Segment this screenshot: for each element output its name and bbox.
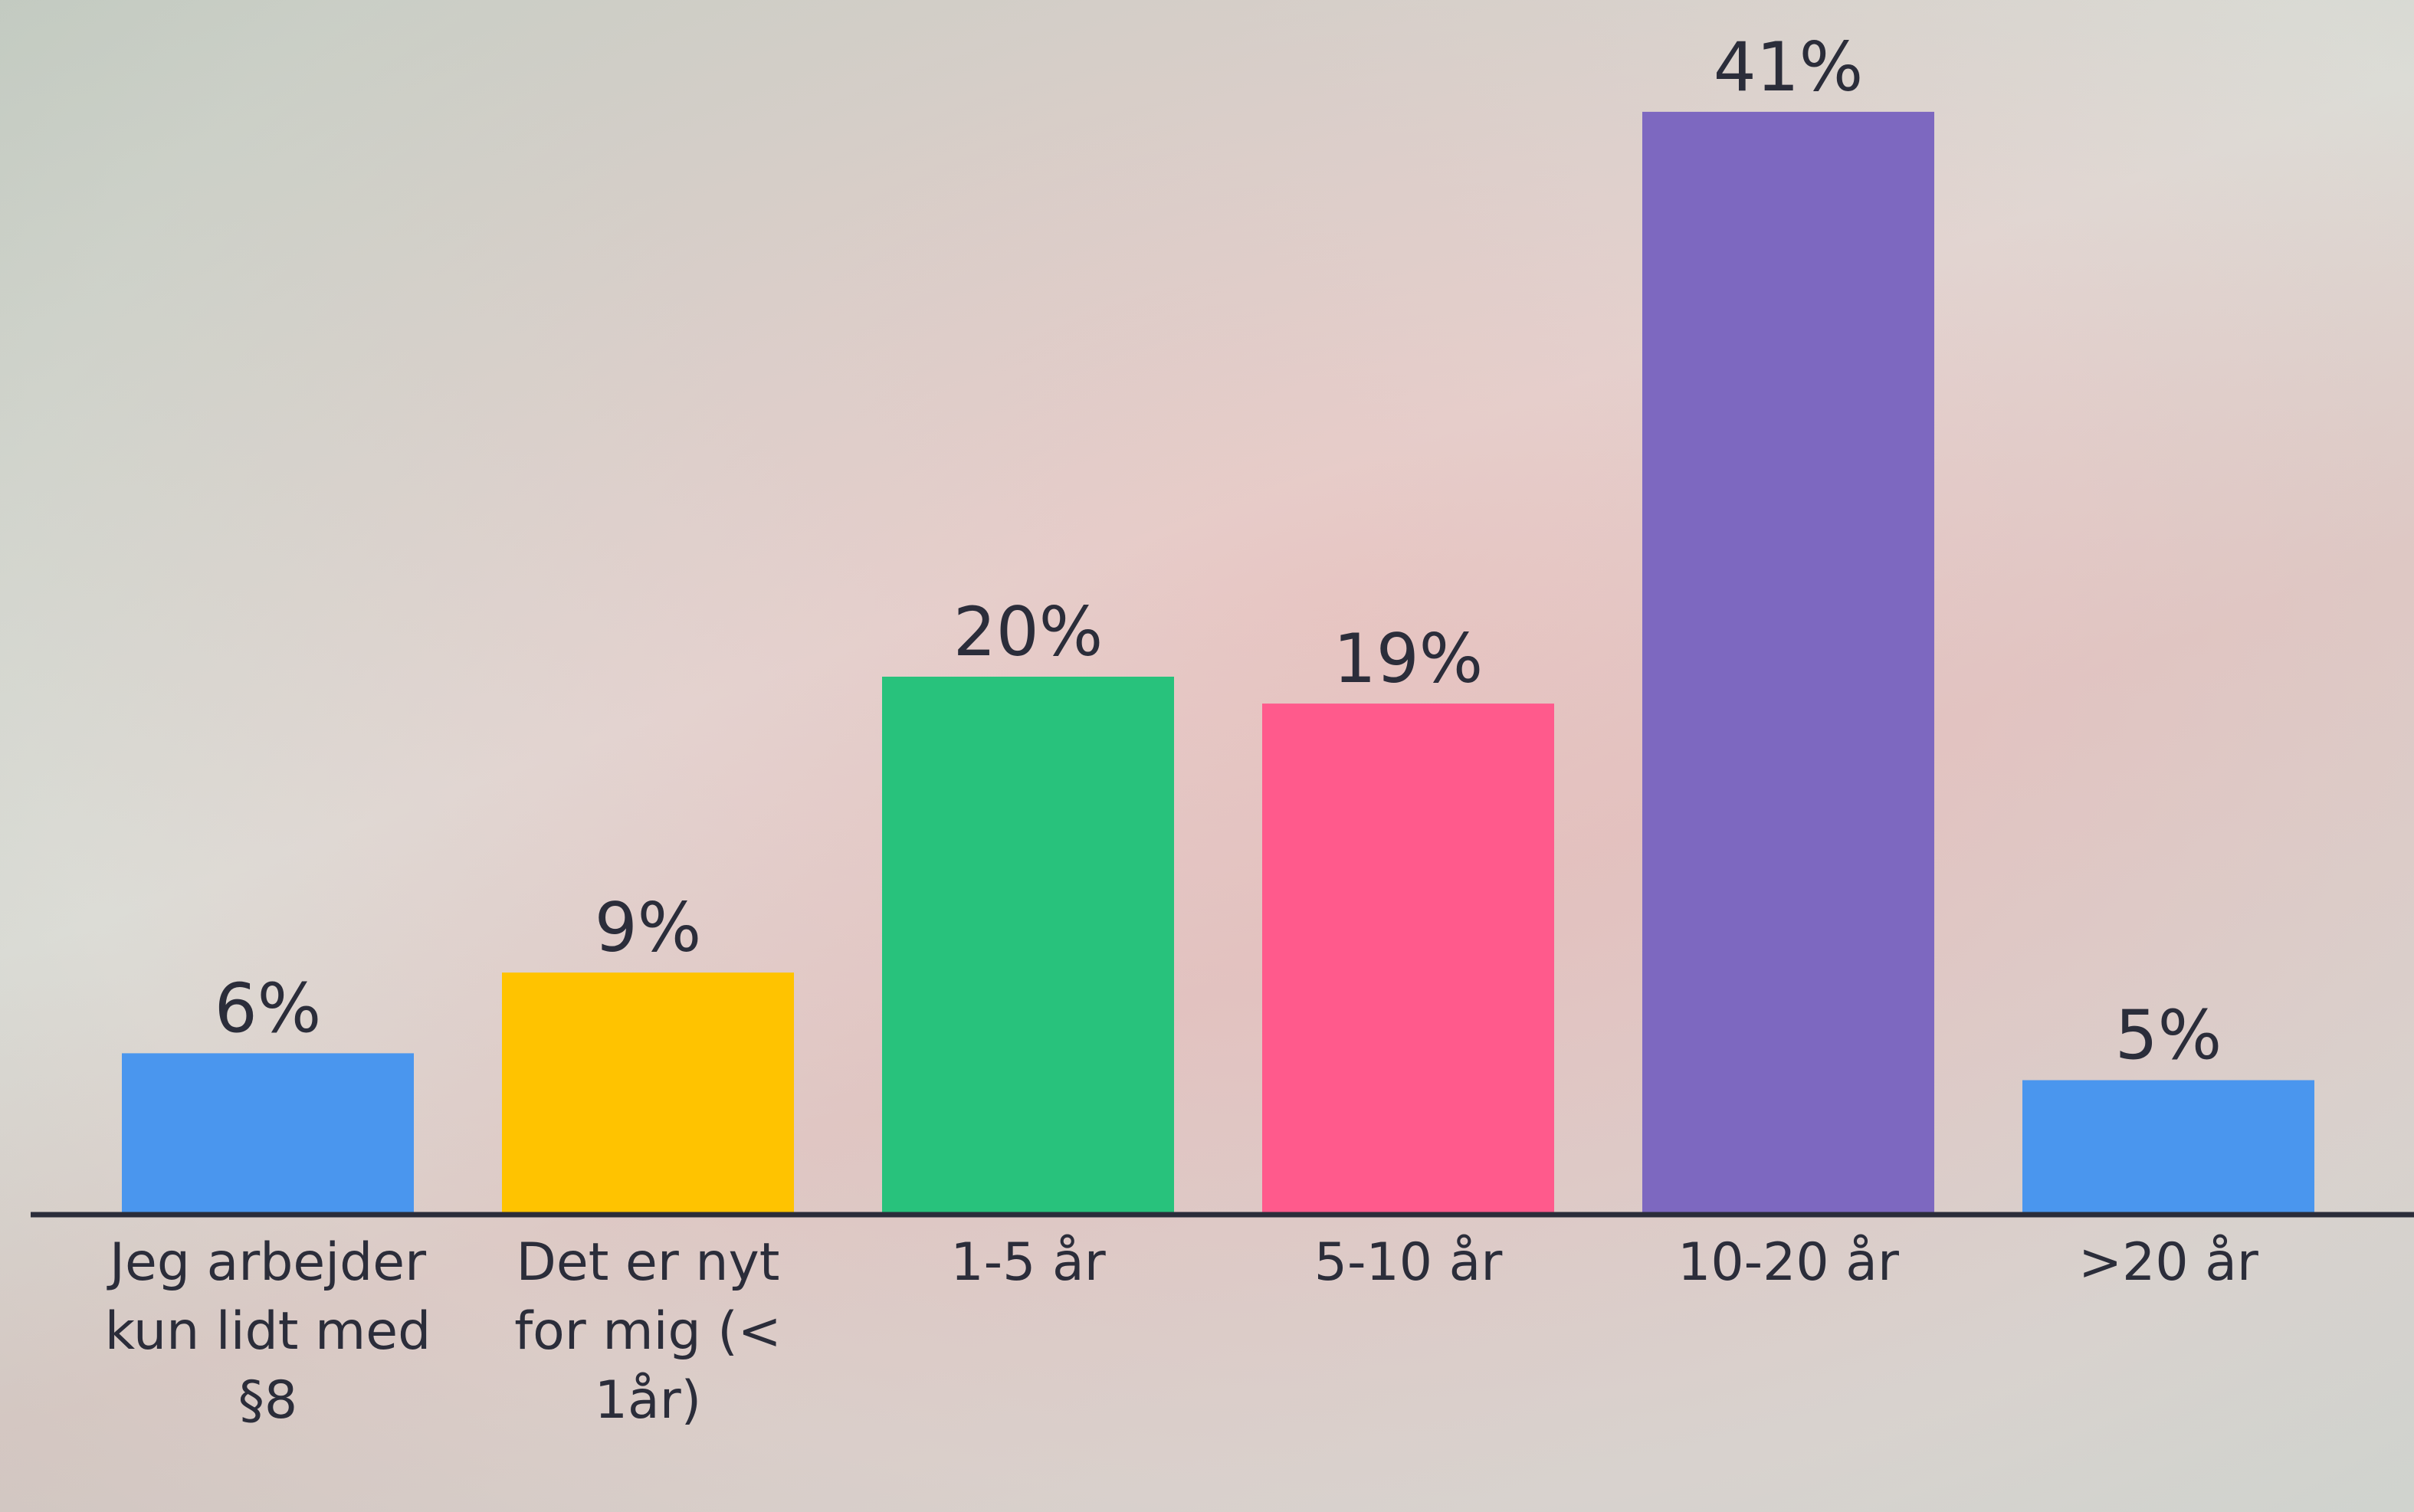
x-tick-label: Det er nyt for mig (< 1år): [514, 1232, 782, 1431]
x-tick-label: 5-10 år: [1314, 1232, 1503, 1293]
x-tick-label: >20 år: [2078, 1232, 2258, 1293]
bar: [882, 677, 1174, 1215]
value-label: 19%: [1333, 619, 1484, 698]
x-tick-label: 10-20 år: [1678, 1232, 1899, 1293]
value-label: 41%: [1714, 28, 1864, 107]
bar: [1262, 704, 1554, 1215]
bar: [2022, 1080, 2314, 1215]
bar: [1642, 111, 1934, 1215]
value-label: 20%: [953, 592, 1104, 671]
value-label: 5%: [2115, 996, 2222, 1075]
value-label: 9%: [595, 888, 702, 967]
value-label: 6%: [215, 969, 322, 1048]
x-tick-label: Jeg arbejder kun lidt med §8: [104, 1232, 431, 1431]
bar: [502, 972, 794, 1215]
x-tick-label: 1-5 år: [950, 1232, 1106, 1293]
bar: [122, 1053, 414, 1215]
